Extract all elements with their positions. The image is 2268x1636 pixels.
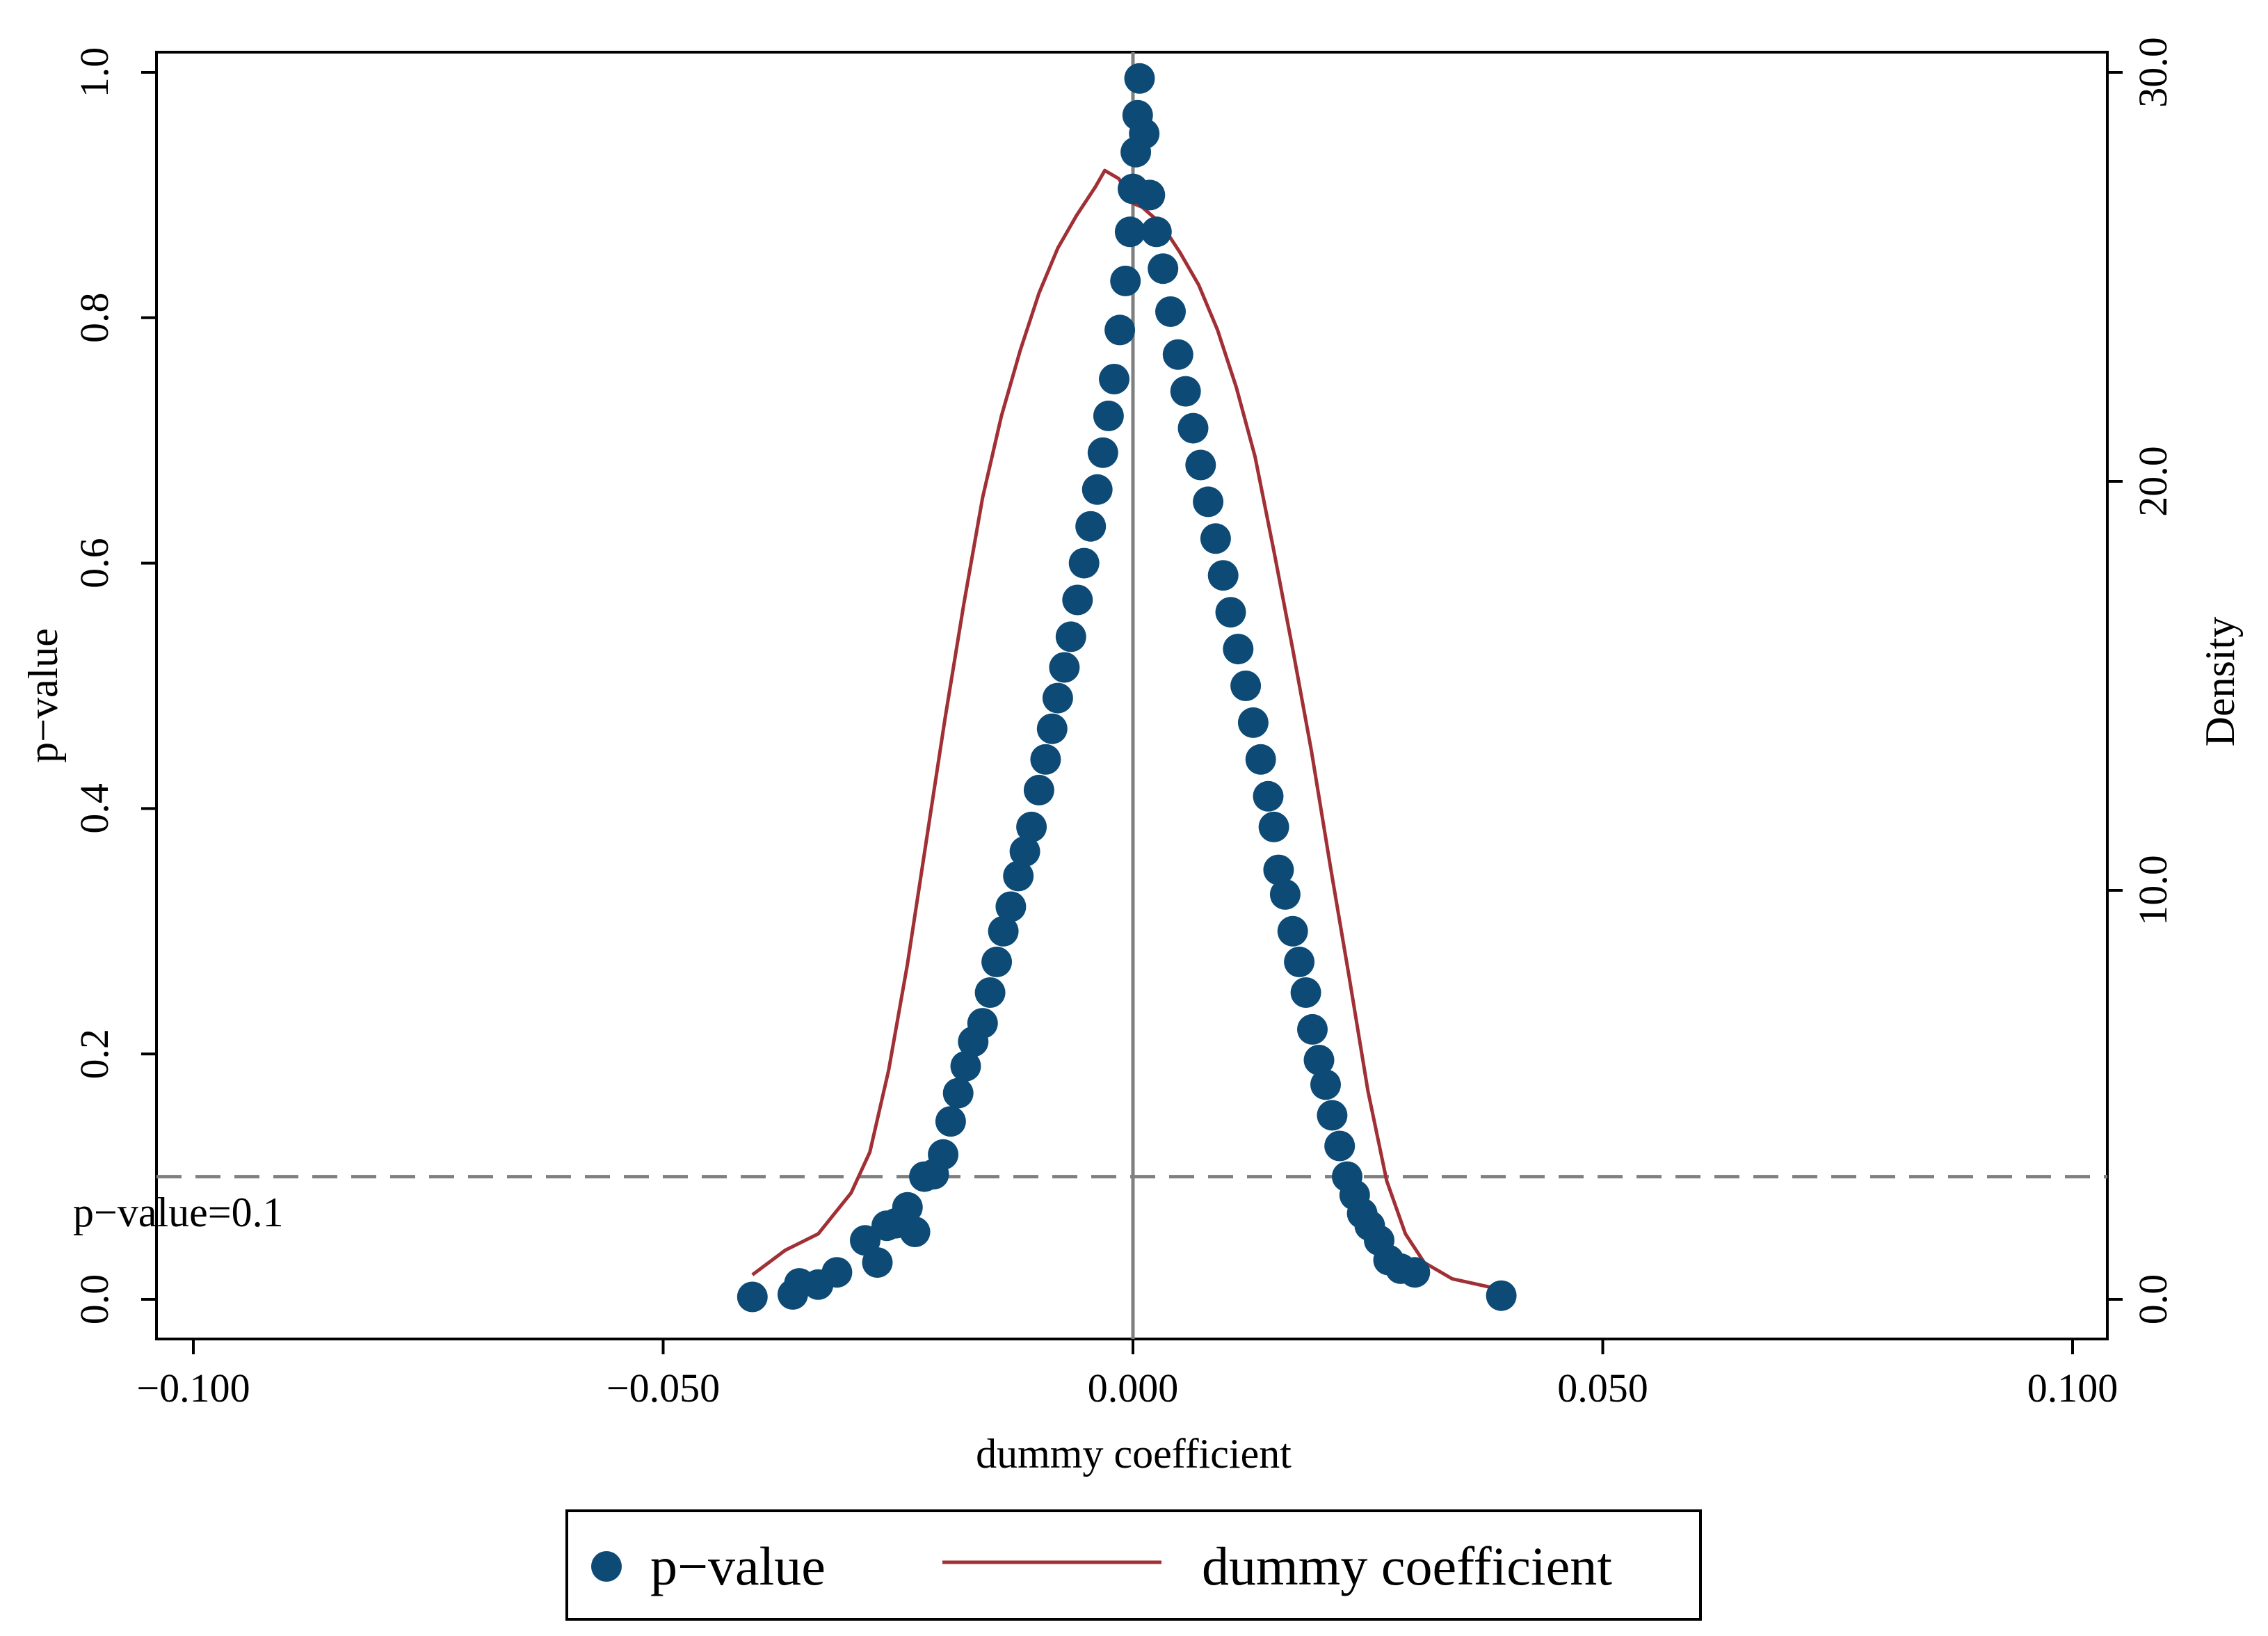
pvalue-point: [1104, 314, 1136, 346]
y-tick-label: 0.6: [72, 538, 117, 588]
pvalue-point: [1399, 1257, 1431, 1288]
x-tick-label: 0.000: [1088, 1365, 1179, 1411]
pvalue-point: [1030, 744, 1061, 775]
pvalue-point: [1317, 1100, 1348, 1131]
pvalue-point: [967, 1008, 998, 1039]
legend-label-pvalue: p−value: [650, 1536, 826, 1596]
pvalue-point: [1253, 780, 1284, 812]
y-tick-label: 0.8: [72, 293, 117, 344]
pvalue-point: [1124, 63, 1155, 94]
pvalue-point: [1099, 364, 1129, 394]
pvalue-point: [1023, 774, 1054, 805]
pvalue-point: [1148, 253, 1179, 284]
pvalue-point: [1134, 179, 1166, 211]
pvalue-point: [1486, 1280, 1517, 1311]
pvalue-point: [981, 946, 1013, 977]
pvalue-point: [1185, 449, 1216, 481]
pvalue-point: [1062, 584, 1093, 616]
legend-label-density: dummy coefficient: [1202, 1536, 1612, 1596]
pvalue-point: [1263, 854, 1294, 885]
reference-lines: [156, 52, 2107, 1339]
pvalue-point: [1193, 486, 1224, 518]
pvalue-point: [1215, 597, 1246, 628]
y-tick-label: 1.0: [72, 47, 117, 98]
pvalue-point: [862, 1247, 893, 1278]
pvalue-point: [1049, 652, 1080, 683]
threshold-label: p−value=0.1: [73, 1189, 284, 1235]
pvalue-point: [737, 1281, 768, 1313]
pvalue-point: [1075, 511, 1107, 542]
y2-tick-label: 10.0: [2130, 855, 2175, 926]
y2-tick-label: 20.0: [2130, 446, 2175, 517]
pvalue-point: [1177, 412, 1209, 444]
pvalue-point: [1003, 860, 1034, 892]
pvalue-point: [899, 1217, 931, 1247]
pvalue-point: [1245, 744, 1276, 775]
pvalue-points-layer: [737, 63, 1517, 1313]
pvalue-point: [892, 1192, 923, 1223]
pvalue-point: [1170, 376, 1201, 407]
pvalue-point: [1277, 915, 1308, 947]
legend-box: [565, 1509, 1702, 1621]
pvalue-point: [1230, 671, 1262, 701]
x-tick-label: −0.050: [606, 1365, 720, 1411]
pvalue-point: [1110, 265, 1141, 296]
pvalue-point: [935, 1106, 966, 1137]
pvalue-point: [1290, 977, 1321, 1008]
pvalue-point: [1223, 634, 1254, 665]
pvalue-point: [1068, 547, 1100, 579]
pvalue-point: [1269, 879, 1301, 910]
pvalue-point: [1141, 216, 1172, 248]
y2-axis-label: Density: [2197, 617, 2243, 747]
pvalue-point: [1129, 118, 1160, 150]
pvalue-point: [1200, 523, 1231, 554]
pvalue-point: [1303, 1045, 1335, 1075]
legend-marker-pvalue: [591, 1551, 622, 1582]
pvalue-point: [1114, 216, 1145, 248]
pvalue-point: [928, 1139, 959, 1170]
pvalue-point: [1009, 836, 1040, 867]
axes-layer: −0.100 −0.050 0.000 0.050 0.100 0.0 0.2 0.4 0.6 0…: [72, 37, 2175, 1411]
pvalue-point: [1042, 682, 1073, 714]
pvalue-point: [1055, 621, 1086, 652]
pvalue-point: [821, 1257, 853, 1288]
y-tick-label: 0.2: [72, 1029, 117, 1080]
pvalue-point: [1297, 1013, 1328, 1045]
legend: p−value dummy coefficient: [565, 1509, 1702, 1621]
pvalue-point: [1162, 339, 1193, 370]
x-tick-label: −0.100: [136, 1365, 250, 1411]
pvalue-point: [950, 1050, 981, 1082]
pvalue-point: [1324, 1130, 1356, 1162]
pvalue-point: [1207, 560, 1239, 591]
pvalue-point: [974, 977, 1006, 1008]
y-tick-label: 0.0: [72, 1274, 117, 1325]
x-tick-label: 0.050: [1557, 1365, 1648, 1411]
y2-tick-label: 30.0: [2130, 37, 2175, 108]
pvalue-point: [1155, 296, 1186, 327]
x-axis-label: dummy coefficient: [976, 1431, 1292, 1477]
pvalue-point: [995, 891, 1027, 922]
pvalue-point: [988, 915, 1019, 947]
pvalue-point: [1036, 713, 1068, 744]
pvalue-point: [1093, 400, 1124, 431]
pvalue-point: [1284, 946, 1315, 977]
pvalue-point: [1237, 707, 1269, 738]
pvalue-point: [1016, 811, 1047, 842]
pvalue-point: [1087, 437, 1118, 468]
y-tick-label: 0.4: [72, 783, 117, 834]
pvalue-point: [1081, 474, 1113, 505]
y-axis-label: p−value: [20, 628, 66, 763]
pvalue-point: [1258, 811, 1289, 842]
pvalue-point: [1310, 1069, 1341, 1100]
y2-tick-label: 0.0: [2130, 1274, 2175, 1325]
x-tick-label: 0.100: [2027, 1365, 2118, 1411]
pvalue-point: [942, 1077, 974, 1109]
